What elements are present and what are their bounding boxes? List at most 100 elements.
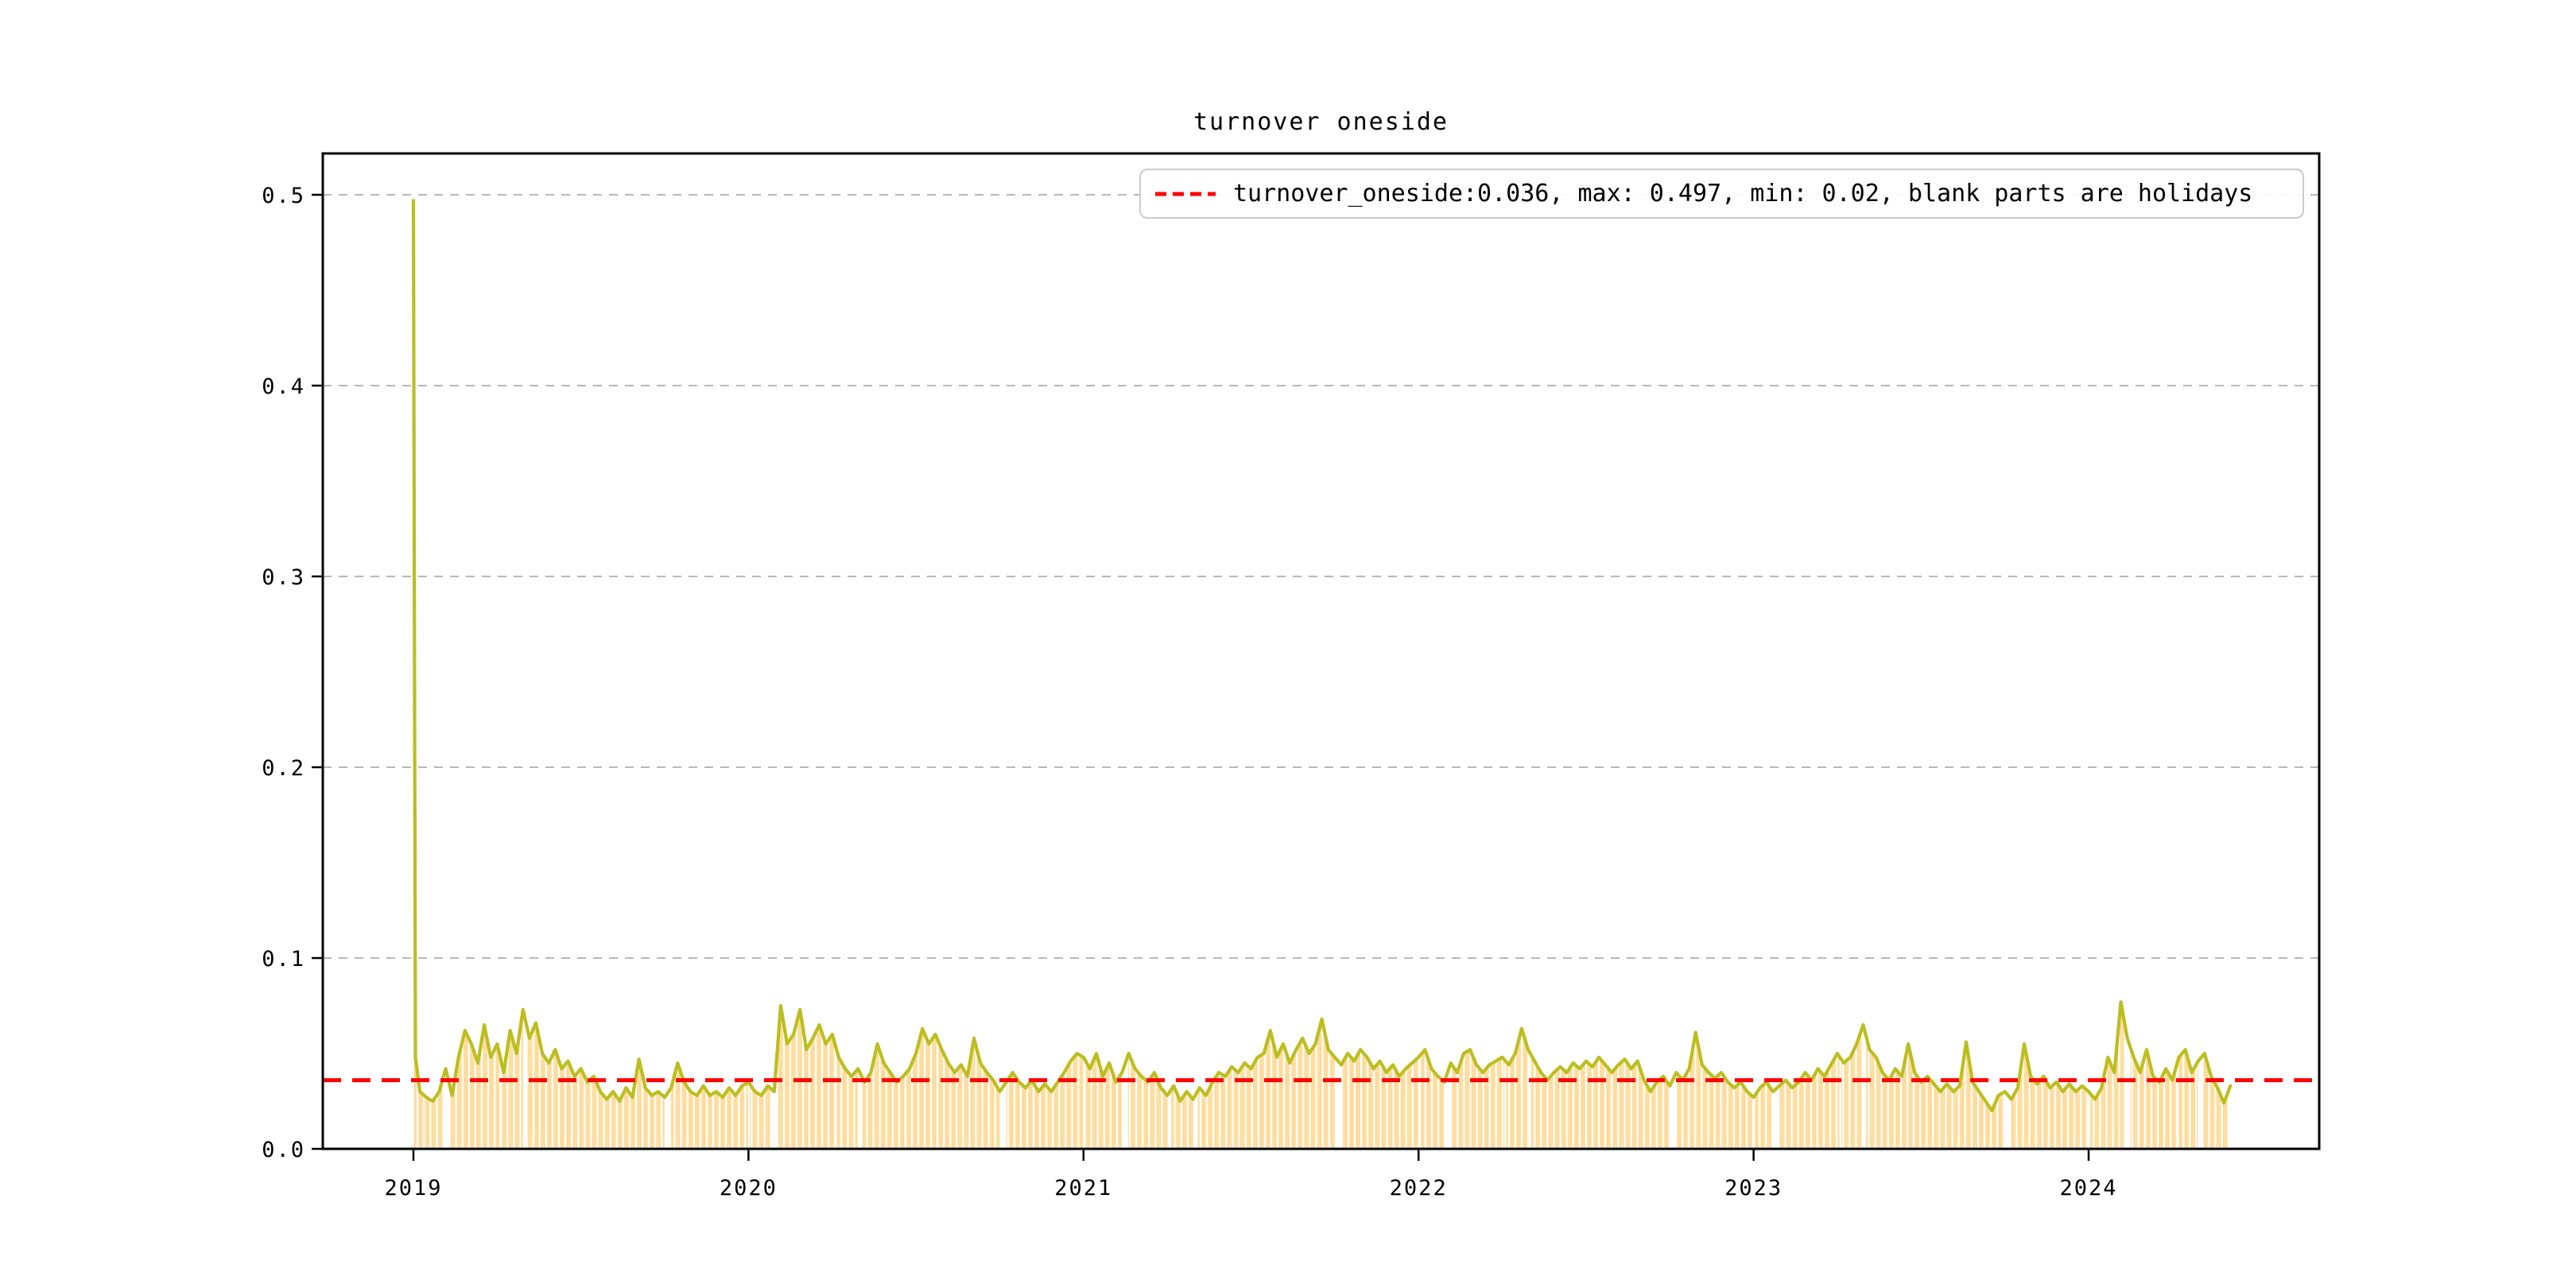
bar [2159,1080,2161,1149]
bar [1590,1065,1592,1149]
bar [1969,1066,1971,1149]
bar [1513,1055,1515,1149]
bar [843,1066,844,1149]
bar [620,1098,622,1149]
bar [1992,1108,1994,1149]
bar [945,1058,947,1149]
bar [1558,1068,1560,1149]
bar [1396,1073,1399,1149]
bar [1703,1067,1705,1149]
bar [1924,1078,1926,1149]
bar [739,1088,741,1149]
bar [778,1020,781,1149]
bar [1831,1063,1833,1149]
bar [2154,1077,2155,1149]
bar [1686,1073,1688,1149]
bar [1215,1077,1216,1149]
bar [1550,1076,1552,1149]
bar [1210,1084,1212,1149]
bar [1104,1070,1107,1149]
x-tick-label: 2023 [1724,1176,1783,1201]
bar [1738,1084,1740,1149]
bar [1185,1092,1187,1149]
bar [2186,1054,2187,1149]
bar [2160,1079,2162,1149]
bar [549,1060,551,1149]
bar [568,1064,571,1149]
bar [907,1070,909,1149]
bar [556,1053,557,1149]
bar [1314,1045,1316,1149]
chart-title: turnover oneside [1193,108,1449,136]
legend: turnover_oneside:0.036, max: 0.497, min:… [1139,169,2304,219]
bar [1623,1060,1624,1149]
bar [887,1069,890,1149]
bar [1892,1073,1894,1149]
bar [1285,1050,1286,1149]
bar [1146,1081,1149,1149]
bar [1651,1088,1654,1149]
bar [797,1018,799,1149]
bar [966,1076,968,1149]
bar [1493,1062,1495,1149]
bar [986,1072,987,1149]
bar [1054,1085,1056,1149]
bar [1029,1083,1030,1149]
bar [1763,1084,1766,1149]
bar [1369,1062,1371,1149]
bar [2085,1088,2087,1149]
bar [1869,1050,1871,1149]
bar [1070,1061,1072,1149]
bar [492,1052,495,1149]
bar [1922,1080,1924,1149]
bar [1879,1065,1880,1149]
bar [426,1097,429,1149]
bar [1562,1069,1564,1149]
bar [1517,1043,1519,1149]
bar [1119,1075,1121,1149]
bar [2120,1006,2123,1149]
bar [1305,1047,1308,1149]
bar [1403,1070,1405,1149]
bar [1852,1049,1855,1149]
bar [1953,1090,1956,1149]
bar [1214,1078,1216,1149]
bar [1086,1064,1088,1149]
bar [632,1095,634,1149]
bar [1800,1078,1802,1149]
bar [1740,1083,1743,1149]
bar [1953,1091,1955,1149]
bar [1582,1065,1584,1149]
bar [1763,1084,1765,1149]
bar [1351,1057,1352,1149]
bar [1802,1075,1804,1149]
bar [2107,1057,2109,1149]
bar [472,1049,474,1149]
bar [1783,1081,1785,1149]
bar [1198,1088,1201,1149]
bar [2064,1089,2066,1149]
bar [1106,1069,1108,1149]
bar [716,1092,718,1149]
bar [1151,1075,1154,1149]
bar [1934,1085,1936,1149]
bar [2191,1072,2193,1149]
bar [682,1080,685,1149]
bar [993,1080,995,1149]
bar [585,1079,587,1149]
bar [1910,1054,1911,1149]
bar [1320,1025,1321,1149]
bar [1921,1081,1922,1149]
bar [1317,1035,1318,1149]
bar [690,1092,692,1149]
bar [1516,1047,1518,1149]
bar [433,1100,435,1149]
bar [2066,1087,2068,1149]
bar [1911,1062,1914,1149]
bar [903,1075,905,1149]
bar [483,1026,485,1149]
bar [1755,1093,1757,1149]
bar [1018,1082,1020,1149]
bar [1898,1073,1899,1149]
bar [880,1055,883,1149]
